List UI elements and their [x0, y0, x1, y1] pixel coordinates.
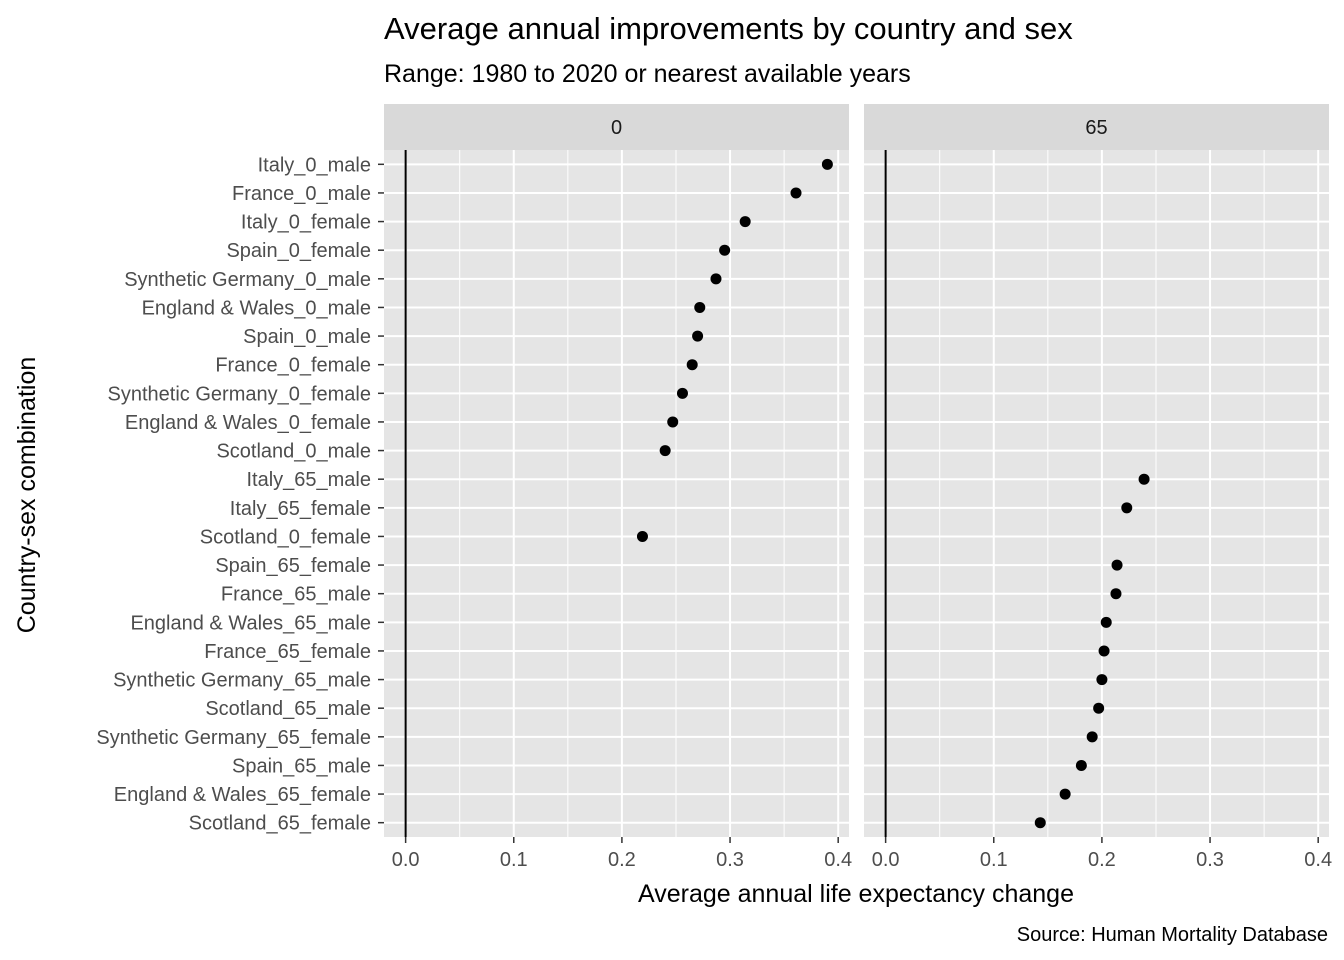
y-tick-label: Spain_0_male [243, 326, 371, 348]
y-tick-label: France_0_male [232, 183, 371, 205]
data-point [821, 158, 833, 170]
y-axis-title: Country-sex combination [13, 357, 41, 634]
y-tick-label: Scotland_0_male [216, 441, 371, 463]
y-tick-label: Spain_0_female [226, 240, 371, 262]
facet-strip-label: 65 [1085, 117, 1107, 139]
y-tick-label: France_65_female [204, 641, 371, 663]
data-point [1138, 473, 1150, 485]
panel-background [384, 150, 849, 837]
data-point [710, 273, 722, 285]
y-tick-label: Synthetic Germany_0_male [124, 269, 371, 291]
panels-layer: 0 0.0 0.1 0.2 0.3 0.4 65 0.0 0.1 0.2 0.3 0.4 [384, 104, 1332, 871]
data-point [1093, 702, 1105, 714]
data-point [676, 387, 688, 399]
facet-strip [864, 104, 1329, 150]
y-tick-label: Scotland_65_female [189, 813, 371, 835]
x-tick-label: 0.2 [608, 849, 636, 871]
y-tick-label: France_65_male [221, 584, 371, 606]
data-point [790, 187, 802, 199]
y-tick-label: Spain_65_male [232, 755, 371, 777]
y-tick-label: Italy_0_male [258, 154, 371, 176]
data-point [1121, 502, 1133, 514]
y-tick-label: Synthetic Germany_65_male [113, 670, 371, 692]
x-axis-title: Average annual life expectancy change [638, 880, 1074, 908]
x-tick-label: 0.4 [1304, 849, 1332, 871]
data-point [1034, 817, 1046, 829]
x-tick-label: 0.3 [716, 849, 744, 871]
data-point [659, 445, 671, 457]
y-tick-label: England & Wales_0_male [142, 297, 371, 319]
y-tick-label: England & Wales_0_female [125, 412, 371, 434]
data-point [1111, 559, 1123, 571]
x-tick-label: 0.4 [824, 849, 852, 871]
x-tick-label: 0.1 [500, 849, 528, 871]
y-tick-label: Italy_65_female [230, 498, 371, 520]
data-point [694, 301, 706, 313]
x-tick-label: 0.2 [1088, 849, 1116, 871]
data-point [1075, 759, 1087, 771]
data-point [1110, 588, 1122, 600]
facet-strip-label: 0 [611, 117, 622, 139]
y-tick-label: England & Wales_65_female [114, 784, 371, 806]
x-tick-label: 0.1 [980, 849, 1008, 871]
y-tick-label: Spain_65_female [215, 555, 371, 577]
panel-background [864, 150, 1329, 837]
data-point [1100, 616, 1112, 628]
data-point [686, 359, 698, 371]
data-point [1096, 674, 1108, 686]
data-point [719, 244, 731, 256]
y-tick-label: France_0_female [215, 355, 371, 377]
chart-title: Average annual improvements by country a… [384, 11, 1073, 46]
y-tick-label: Italy_65_male [246, 469, 371, 491]
panel-65: 65 0.0 0.1 0.2 0.3 0.4 [864, 104, 1332, 871]
y-tick-label: Synthetic Germany_65_female [96, 727, 371, 749]
y-tick-label: Italy_0_female [241, 212, 371, 234]
data-point [692, 330, 704, 342]
x-tick-label: 0.0 [392, 849, 420, 871]
y-tick-label: Synthetic Germany_0_female [108, 383, 371, 405]
data-point [739, 216, 751, 228]
chart-subtitle: Range: 1980 to 2020 or nearest available… [384, 60, 911, 88]
data-point [1098, 645, 1110, 657]
y-axis: Italy_0_male France_0_male Italy_0_female S… [96, 154, 384, 835]
x-tick-label: 0.0 [872, 849, 900, 871]
panel-0: 0 0.0 0.1 0.2 0.3 0.4 [384, 104, 852, 871]
data-point [1086, 731, 1098, 743]
y-tick-label: England & Wales_65_male [130, 612, 371, 634]
facet-strip [384, 104, 849, 150]
chart-caption: Source: Human Mortality Database [1017, 924, 1328, 946]
data-point [636, 530, 648, 542]
x-tick-label: 0.3 [1196, 849, 1224, 871]
y-tick-label: Scotland_0_female [200, 526, 371, 548]
data-point [1059, 788, 1071, 800]
y-tick-label: Scotland_65_male [205, 698, 371, 720]
data-point [667, 416, 679, 428]
